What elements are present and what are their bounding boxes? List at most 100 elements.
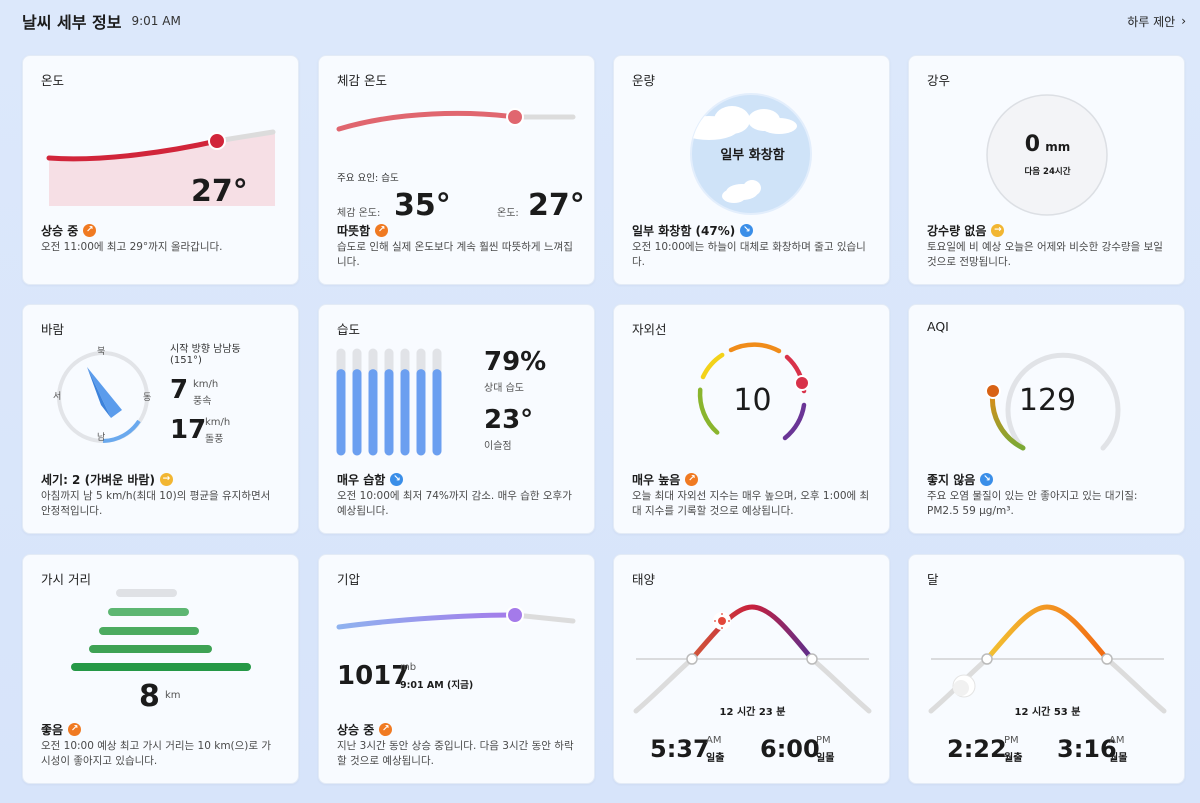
- pressure-graph: [336, 606, 576, 630]
- description: 토요일에 비 예상 오늘은 어제와 비슷한 강수량을 보일 것으로 전망됩니다.: [927, 241, 1163, 268]
- pressure-card[interactable]: 기압 1017 mb 9:01 AM (지금) 상승 중 ↗ 지난 3시간 동안…: [318, 554, 595, 784]
- temperature-value: 27°: [191, 174, 248, 209]
- rain-value: 0: [1024, 132, 1041, 157]
- wind-speed-label: 풍속: [193, 396, 212, 407]
- pressure-unit: mb: [400, 662, 417, 673]
- compass-north: 북: [97, 347, 106, 357]
- trend-up-icon: ↗: [83, 224, 97, 237]
- moonrise-label: 월출: [1004, 753, 1023, 764]
- wind-speed: 7: [170, 375, 189, 405]
- wind-card[interactable]: 바람 북 동 남 서 시작 방향 남남동 (151°) 7 km/h 풍속 17…: [22, 304, 299, 534]
- steady-icon: →: [159, 473, 173, 486]
- description: 오전 10:00 예상 최고 가시 거리는 10 km(으)로 가시성이 좋아지…: [41, 740, 272, 767]
- feels-like-graph: [336, 108, 576, 132]
- cloud-center-label: 일부 화창함: [720, 148, 785, 163]
- pressure-value: 1017: [337, 661, 410, 691]
- sun-card[interactable]: 태양 12 시간 23 분 5:37 AM 일출 6:00 PM 일몰: [613, 554, 890, 784]
- moonset-time: 3:16: [1057, 735, 1117, 763]
- card-title: 운량: [632, 73, 656, 88]
- card-title: 기압: [337, 572, 361, 587]
- day-suggestion-link[interactable]: 하루 제안 ›: [1127, 13, 1186, 30]
- gust-label: 돌풍: [205, 434, 224, 445]
- header: 날씨 세부 정보 9:01 AM 하루 제안 ›: [22, 8, 1186, 34]
- status: 강수량 없음 →: [927, 222, 1005, 239]
- steady-icon: →: [991, 224, 1005, 237]
- humidity-value: 79%: [484, 347, 547, 377]
- moon-arc: [928, 604, 1167, 714]
- status-text: 따뜻함: [337, 224, 371, 238]
- moonset-label: 월몰: [1109, 753, 1128, 764]
- chevron-right-icon: ›: [1181, 14, 1186, 28]
- wind-compass: [57, 351, 149, 443]
- visibility-bars: [71, 589, 251, 671]
- moon-card[interactable]: 달 12 시간 53 분 2:22 PM 월출 3:16 AM 월몰: [908, 554, 1185, 784]
- description: 지난 3시간 동안 상승 중입니다. 다음 3시간 동안 하락할 것으로 예상됩…: [337, 740, 574, 767]
- daylight-duration: 12 시간 23 분: [719, 707, 786, 718]
- status-text: 좋음: [41, 723, 64, 737]
- temp-label: 온도:: [497, 208, 519, 219]
- status-text: 세기: 2 (가벼운 바람): [41, 473, 155, 487]
- visibility-card[interactable]: 가시 거리 8 km 좋음 ↗ 오전 10:00 예상 최고 가시 거리는 10…: [22, 554, 299, 784]
- feels-like-card[interactable]: 체감 온도 주요 요인: 습도 체감 온도: 35° 온도: 27° 따뜻함 ↗…: [318, 55, 595, 285]
- moon-duration: 12 시간 53 분: [1014, 707, 1081, 718]
- trend-down-icon: ↘: [390, 473, 404, 486]
- status-text: 매우 높음: [632, 473, 681, 487]
- trend-down-icon: ↘: [740, 224, 754, 237]
- humidity-label: 상대 습도: [484, 383, 524, 394]
- cloud-graphic: [690, 93, 812, 215]
- status-text: 상승 중: [337, 723, 375, 737]
- status-text: 상승 중: [41, 224, 79, 238]
- card-title: 자외선: [632, 322, 667, 337]
- humidity-bars: [336, 348, 442, 456]
- rain-value-group: 0 mm: [909, 132, 1184, 157]
- card-title: AQI: [927, 319, 949, 334]
- moonset-ampm: AM: [1109, 735, 1125, 746]
- trend-up-icon: ↗: [375, 224, 389, 237]
- dew-point-label: 이슬점: [484, 441, 512, 452]
- temperature-card[interactable]: 온도 27° 상승 중 ↗ 오전 11:00에 최고 29°까지 올라갑니다.: [22, 55, 299, 285]
- description: 아침까지 남 5 km/h(최대 10)의 평균을 유지하면서 안정적입니다.: [41, 490, 271, 517]
- uv-gauge: [697, 342, 810, 441]
- compass-east: 동: [143, 393, 152, 403]
- compass-west: 서: [53, 392, 62, 402]
- pressure-time: 9:01 AM (지금): [400, 680, 474, 691]
- visibility-unit: km: [165, 690, 181, 701]
- suggestion-label: 하루 제안: [1127, 14, 1176, 29]
- wind-speed-unit: km/h: [193, 379, 219, 390]
- moonrise-time: 2:22: [947, 735, 1007, 763]
- status-text: 매우 습함: [337, 473, 386, 487]
- status: 좋음 ↗: [41, 721, 82, 738]
- uv-value: 10: [733, 383, 772, 418]
- trend-up-icon: ↗: [685, 473, 699, 486]
- wind-degrees: (151°): [170, 355, 202, 366]
- status-text: 좋지 않음: [927, 473, 976, 487]
- status: 매우 높음 ↗: [632, 471, 699, 488]
- card-title: 강우: [927, 73, 951, 88]
- gust-unit: km/h: [205, 417, 231, 428]
- status: 일부 화창함 (47%) ↘: [632, 222, 754, 239]
- description: 주요 오염 물질이 있는 안 좋아지고 있는 대기질: PM2.5 59 μg/…: [927, 490, 1138, 517]
- main-factor: 주요 요인: 습도: [337, 173, 399, 184]
- trend-up-icon: ↗: [68, 723, 82, 736]
- page-title: 날씨 세부 정보: [22, 13, 122, 32]
- rain-card[interactable]: 강우 0 mm 다음 24시간 강수량 없음 → 토요일에 비 예상 오늘은 어…: [908, 55, 1185, 285]
- description: 습도로 인해 실제 온도보다 계속 훨씬 따뜻하게 느껴집니다.: [337, 241, 573, 268]
- cloud-cover-card[interactable]: 운량 일부 화창함 일부 화창함 (47%) ↘ 오전 10:00에는 하늘이 …: [613, 55, 890, 285]
- card-title: 습도: [337, 322, 361, 337]
- aqi-card[interactable]: AQI 129 좋지 않음 ↘ 주요 오염 물질이 있는 안 좋아지고 있는 대…: [908, 304, 1185, 534]
- status: 매우 습함 ↘: [337, 471, 404, 488]
- status: 따뜻함 ↗: [337, 222, 389, 239]
- status: 세기: 2 (가벼운 바람) →: [41, 471, 173, 488]
- sunset-label: 일몰: [816, 753, 835, 764]
- description: 오전 10:00에 최저 74%까지 감소. 매우 습한 오후가 예상됩니다.: [337, 490, 572, 517]
- sunrise-ampm: AM: [706, 735, 722, 746]
- trend-up-icon: ↗: [379, 723, 393, 736]
- sunset-ampm: PM: [816, 735, 831, 746]
- sun-arc: [633, 604, 872, 714]
- humidity-card[interactable]: 습도 79% 상대 습도 23° 이슬점 매우 습함 ↘ 오전 10:00에 최…: [318, 304, 595, 534]
- sunrise-label: 일출: [706, 753, 725, 764]
- aqi-gauge: [985, 352, 1121, 451]
- card-title: 바람: [41, 322, 65, 337]
- description: 오늘 최대 자외선 지수는 매우 높으며, 오후 1:00에 최대 지수를 기록…: [632, 490, 870, 517]
- uv-card[interactable]: 자외선 10 매우 높음 ↗ 오늘 최대 자외선 지수는 매우 높으며, 오후 …: [613, 304, 890, 534]
